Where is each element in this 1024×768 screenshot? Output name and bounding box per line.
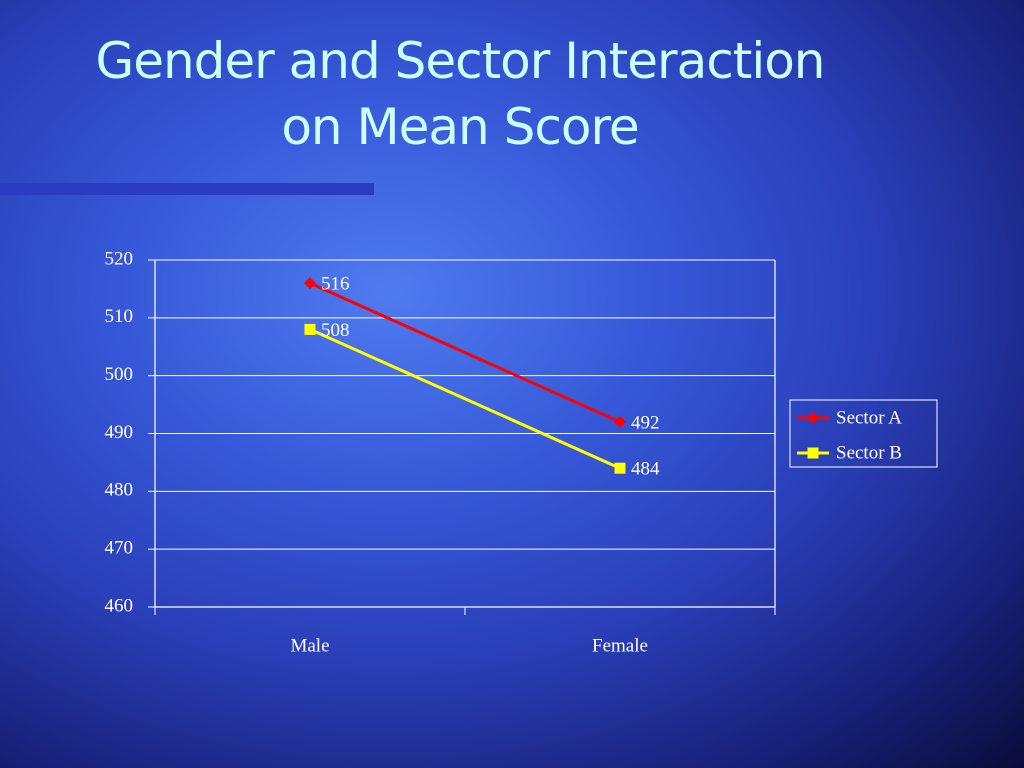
- y-tick-label: 510: [105, 306, 134, 327]
- data-label: 508: [321, 320, 350, 341]
- y-tick-label: 470: [105, 538, 134, 559]
- marker: [304, 323, 316, 335]
- series-line: [309, 281, 621, 424]
- y-tick-label: 460: [105, 595, 134, 616]
- x-tick-label: Female: [592, 635, 648, 656]
- x-tick-label: Male: [290, 635, 329, 656]
- y-tick-label: 480: [105, 480, 134, 501]
- y-tick-label: 500: [105, 364, 134, 385]
- data-label: 516: [321, 273, 350, 294]
- y-tick-label: 520: [105, 248, 134, 269]
- title-rule: [0, 183, 374, 195]
- legend-label: Sector A: [836, 407, 902, 428]
- chart-title: Gender and Sector Interaction on Mean Sc…: [95, 32, 825, 156]
- y-tick-label: 490: [105, 422, 134, 443]
- marker: [807, 447, 819, 459]
- series-line: [309, 328, 621, 470]
- marker: [614, 462, 626, 474]
- legend-label: Sector B: [836, 442, 902, 463]
- marker: [304, 277, 316, 290]
- marker: [807, 412, 819, 424]
- legend-box: [789, 399, 938, 468]
- data-label: 484: [631, 459, 660, 480]
- marker: [614, 415, 626, 428]
- data-label: 492: [631, 412, 660, 433]
